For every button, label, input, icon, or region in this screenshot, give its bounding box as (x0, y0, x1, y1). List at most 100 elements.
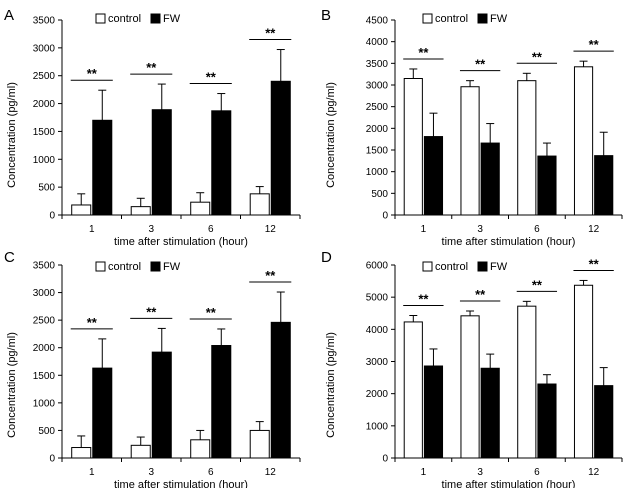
bar-control (190, 439, 211, 459)
bar-fw (480, 367, 500, 459)
bar-fw (594, 155, 614, 216)
y-tick-label: 3500 (33, 261, 56, 272)
bar-control (71, 447, 92, 459)
x-tick-label: 12 (588, 224, 600, 235)
panel-a: A 0 500 1000 1500 2000 2500 3000 3500 ** 1 ** 3 ** 6 **… (4, 7, 301, 248)
panel-d: D 0 1000 2000 3000 4000 5000 6000 ** 1 ** 3 ** 6 ** 12 t… (321, 249, 623, 488)
panel-c: C 0 500 1000 1500 2000 2500 3000 3500 ** 1 ** 3 ** 6 **… (4, 249, 301, 488)
significance-label: ** (206, 305, 217, 320)
x-tick-label: 3 (477, 467, 483, 478)
legend-label-control: control (108, 13, 141, 25)
bar-control (130, 444, 151, 459)
y-tick-label: 1000 (366, 421, 389, 432)
y-axis-label: Concentration (pg/ml) (325, 332, 337, 438)
legend-swatch-fw (477, 13, 488, 24)
y-axis-label: Concentration (pg/ml) (6, 332, 18, 438)
bar-control (249, 193, 270, 216)
y-tick-label: 1000 (366, 167, 389, 178)
bar-fw (594, 385, 614, 459)
bar-control (403, 321, 423, 459)
y-tick-label: 5000 (366, 293, 389, 304)
x-tick-label: 12 (265, 467, 277, 478)
x-axis-label: time after stimulation (hour) (114, 479, 248, 488)
bar-fw (423, 136, 444, 216)
panel-letter: C (4, 249, 15, 266)
y-tick-label: 2000 (366, 389, 389, 400)
y-tick-label: 1000 (33, 398, 56, 409)
y-tick-label: 3000 (366, 357, 389, 368)
panel-b: B 0 500 1000 1500 2000 2500 3000 3500 4000 4500 ** 1… (321, 7, 623, 248)
significance-label: ** (87, 66, 98, 81)
y-tick-label: 4000 (366, 325, 389, 336)
x-tick-label: 1 (421, 467, 427, 478)
y-tick-label: 2000 (33, 343, 56, 354)
bar-fw (537, 155, 557, 216)
x-axis-label: time after stimulation (hour) (442, 479, 576, 488)
y-axis-label: Concentration (pg/ml) (6, 82, 18, 188)
y-tick-label: 2500 (33, 316, 56, 327)
legend-swatch-control (422, 13, 433, 24)
bar-fw (92, 119, 113, 216)
legend-swatch-control (95, 13, 106, 24)
y-tick-label: 4500 (366, 16, 389, 27)
y-tick-label: 1000 (33, 155, 56, 166)
legend-swatch-fw (477, 261, 488, 272)
x-tick-label: 12 (588, 467, 600, 478)
bar-fw (423, 365, 444, 459)
y-tick-label: 500 (38, 426, 55, 437)
y-tick-label: 0 (49, 454, 55, 465)
significance-label: ** (146, 304, 157, 319)
significance-label: ** (532, 277, 543, 292)
x-axis-label: time after stimulation (hour) (114, 236, 248, 248)
y-tick-label: 1500 (33, 371, 56, 382)
y-tick-label: 500 (38, 183, 55, 194)
y-tick-label: 2500 (366, 102, 389, 113)
bar-fw (151, 109, 172, 216)
x-tick-label: 6 (208, 224, 214, 235)
x-axis-label: time after stimulation (hour) (442, 236, 576, 248)
y-tick-label: 0 (49, 211, 55, 222)
x-tick-label: 3 (477, 224, 483, 235)
bar-fw (211, 345, 232, 459)
y-tick-label: 4000 (366, 37, 389, 48)
legend-label-control: control (108, 261, 141, 273)
y-tick-label: 1500 (33, 127, 56, 138)
bar-fw (537, 383, 557, 459)
significance-label: ** (589, 37, 600, 52)
legend-swatch-fw (150, 261, 161, 272)
x-tick-label: 3 (148, 467, 154, 478)
legend-label-fw: FW (163, 261, 181, 273)
bar-control (517, 305, 537, 459)
significance-label: ** (146, 60, 157, 75)
bar-control (403, 78, 423, 216)
x-tick-label: 1 (421, 224, 427, 235)
bar-control (573, 66, 594, 216)
significance-label: ** (265, 268, 276, 283)
legend-swatch-fw (150, 13, 161, 24)
x-tick-label: 3 (148, 224, 154, 235)
legend-label-control: control (435, 261, 468, 273)
bar-control (190, 201, 211, 216)
y-tick-label: 0 (382, 454, 388, 465)
y-tick-label: 6000 (366, 261, 389, 272)
x-tick-label: 1 (89, 467, 95, 478)
significance-label: ** (206, 70, 217, 85)
significance-label: ** (418, 45, 429, 60)
x-tick-label: 6 (208, 467, 214, 478)
x-tick-label: 6 (534, 467, 540, 478)
y-tick-label: 2500 (33, 71, 56, 82)
bar-fw (151, 351, 172, 459)
y-tick-label: 3000 (33, 43, 56, 54)
bar-fw (92, 367, 113, 459)
bar-control (71, 204, 92, 216)
y-tick-label: 0 (382, 211, 388, 222)
y-tick-label: 500 (371, 189, 388, 200)
significance-label: ** (418, 292, 429, 307)
y-axis-label: Concentration (pg/ml) (325, 82, 337, 188)
legend-swatch-control (422, 261, 433, 272)
legend-label-fw: FW (490, 13, 508, 25)
y-tick-label: 3500 (33, 16, 56, 27)
significance-label: ** (532, 49, 543, 64)
bar-fw (211, 110, 232, 216)
panel-letter: D (321, 249, 332, 266)
